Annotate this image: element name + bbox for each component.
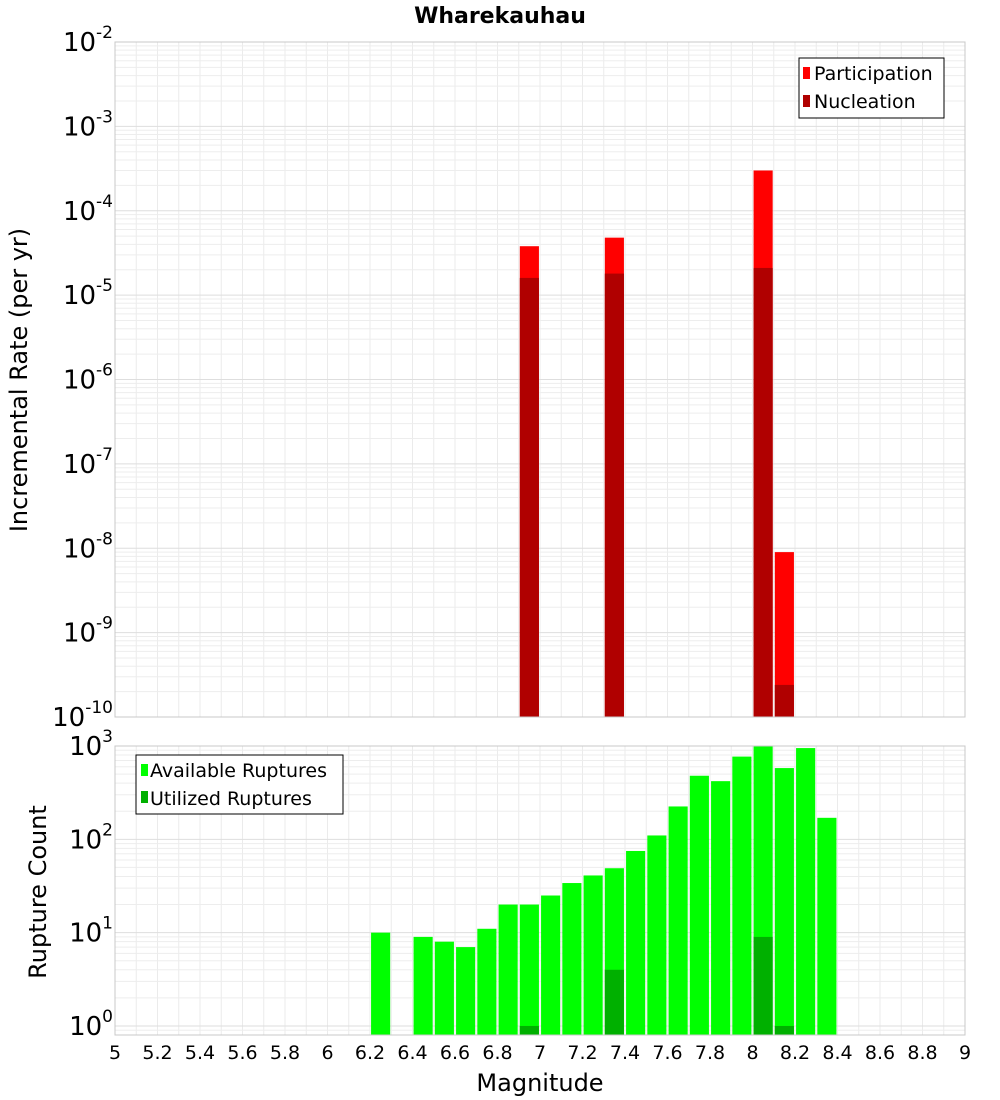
bottom-bar-utilized-ruptures: [753, 936, 773, 1035]
x-tick-label: 5.4: [185, 1042, 215, 1064]
top-bar-participation: [774, 552, 794, 717]
legend-swatch-utilized-ruptures: [141, 791, 148, 803]
y-tick-label: 10-7: [63, 445, 113, 480]
bottom-bar-available-ruptures: [541, 895, 561, 1035]
y-tick-label: 10-5: [63, 276, 113, 311]
y-tick-label: 102: [69, 820, 113, 855]
bottom-y-tick-labels: 100 101 102 103: [69, 727, 113, 1042]
top-legend: Participation Nucleation: [798, 57, 945, 119]
y-tick-label: 10-8: [63, 529, 113, 564]
top-bar-nucleation: [604, 273, 624, 717]
bottom-bar-available-ruptures: [817, 817, 837, 1035]
x-tick-label: 7.6: [652, 1042, 682, 1064]
bottom-bar-available-ruptures: [498, 904, 518, 1035]
bottom-plot-frame: [114, 745, 966, 1036]
y-tick-label: 10-6: [63, 361, 113, 396]
legend-swatch-available-ruptures: [141, 764, 148, 776]
bottom-bar-available-ruptures: [371, 932, 391, 1035]
x-tick-label: 6.6: [440, 1042, 470, 1064]
y-tick-label: 10-4: [63, 192, 113, 227]
x-tick-label: 5: [109, 1042, 121, 1064]
bottom-bar-available-ruptures: [668, 806, 688, 1035]
bottom-legend: Available Ruptures Utilized Ruptures: [135, 754, 344, 815]
x-tick-label: 8.2: [780, 1042, 810, 1064]
bottom-bar-available-ruptures: [583, 875, 603, 1035]
x-tick-label: 6: [321, 1042, 333, 1064]
bottom-bar-available-ruptures: [774, 768, 794, 1035]
bottom-bars: [371, 746, 837, 1035]
y-tick-label: 101: [69, 914, 113, 949]
top-grid: [114, 41, 966, 718]
y-tick-label: 10-2: [63, 23, 113, 58]
x-tick-label: 8.4: [822, 1042, 852, 1064]
x-tick-label: 6.2: [355, 1042, 385, 1064]
x-tick-label: 7: [534, 1042, 546, 1064]
x-tick-label: 8.8: [907, 1042, 937, 1064]
bottom-bar-available-ruptures: [519, 904, 539, 1035]
bottom-bar-available-ruptures: [413, 936, 433, 1035]
x-tick-label: 6.4: [397, 1042, 427, 1064]
bottom-bar-available-ruptures: [434, 941, 454, 1035]
bottom-bar-utilized-ruptures: [774, 1025, 794, 1035]
bottom-bar-utilized-ruptures: [519, 1025, 539, 1035]
bottom-bar-available-ruptures: [732, 756, 752, 1035]
legend-swatch-nucleation: [803, 95, 810, 107]
legend-label-nucleation: Nucleation: [814, 91, 916, 113]
y-tick-label: 100: [69, 1007, 113, 1042]
bottom-bar-available-ruptures: [689, 775, 709, 1035]
top-bar-nucleation: [753, 267, 773, 717]
x-tick-label: 5.8: [270, 1042, 300, 1064]
x-tick-label: 7.8: [695, 1042, 725, 1064]
y-tick-label: 103: [69, 727, 113, 762]
y-tick-label: 10-9: [63, 614, 113, 649]
legend-label-participation: Participation: [814, 63, 933, 85]
top-plot-frame: [114, 41, 966, 718]
top-legend-box: [798, 57, 945, 119]
bottom-bar-available-ruptures: [626, 850, 646, 1035]
x-tick-labels: 5 5.2 5.4 5.6 5.8 6 6.2 6.4 6.6 6.8 7 7.2 7.4 7.6 7.8 8…: [109, 1042, 971, 1064]
x-tick-label: 5.6: [227, 1042, 257, 1064]
top-bars: [519, 170, 794, 718]
y-tick-label: 10-3: [63, 107, 113, 142]
chart-title: Wharekauhau: [414, 4, 586, 29]
bottom-y-axis-label: Rupture Count: [24, 805, 52, 979]
bottom-bar-available-ruptures: [796, 748, 816, 1035]
x-tick-label: 7.2: [567, 1042, 597, 1064]
legend-label-utilized-ruptures: Utilized Ruptures: [150, 788, 312, 810]
bottom-bar-available-ruptures: [647, 835, 667, 1035]
x-tick-label: 9: [959, 1042, 971, 1064]
top-y-tick-labels: 10-10 10-9 10-8 10-7 10-6 10-5 10-4 10-3 10-2: [52, 23, 113, 733]
y-tick-label: 10-10: [52, 698, 113, 733]
top-bar-nucleation: [774, 684, 794, 717]
bottom-bar-available-ruptures: [562, 883, 582, 1035]
x-axis-label: Magnitude: [476, 1069, 603, 1097]
legend-swatch-participation: [803, 67, 810, 79]
bottom-legend-box: [135, 754, 344, 815]
bottom-bar-available-ruptures: [477, 928, 497, 1035]
x-tick-label: 5.2: [142, 1042, 172, 1064]
top-bar-nucleation: [519, 277, 539, 717]
bottom-bar-utilized-ruptures: [604, 969, 624, 1035]
bottom-bar-available-ruptures: [456, 947, 476, 1035]
bottom-bar-available-ruptures: [711, 781, 731, 1035]
legend-label-available-ruptures: Available Ruptures: [150, 760, 327, 782]
top-y-axis-label: Incremental Rate (per yr): [5, 228, 33, 532]
x-tick-label: 7.4: [610, 1042, 640, 1064]
x-tick-label: 8: [746, 1042, 758, 1064]
x-tick-label: 6.8: [482, 1042, 512, 1064]
x-tick-label: 8.6: [865, 1042, 895, 1064]
